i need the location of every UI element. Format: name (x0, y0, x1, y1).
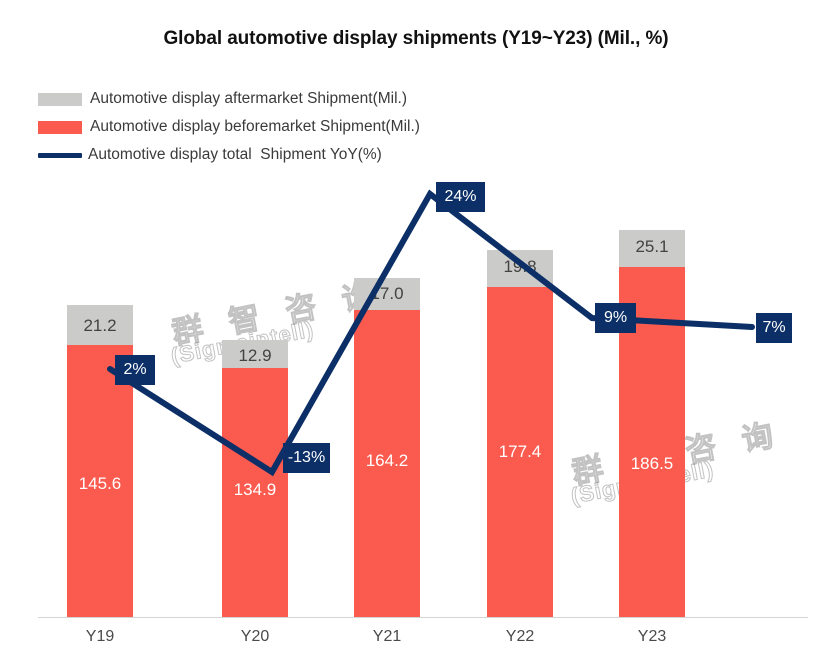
bar-label-beforemarket-y21: 164.2 (365, 451, 409, 470)
chart-legend: Automotive display aftermarket Shipment(… (38, 88, 420, 166)
bar-label-aftermarket-y20: 12.9 (238, 346, 272, 365)
bar-label-aftermarket-y23: 25.1 (635, 237, 669, 256)
yoy-label-y23: 7% (756, 313, 792, 343)
yoy-label-y19: 2% (115, 355, 155, 385)
legend-item-aftermarket[interactable]: Automotive display aftermarket Shipment(… (38, 88, 420, 110)
yoy-label-y22: 9% (595, 303, 636, 333)
yoy-label-y21: 24% (436, 182, 485, 212)
x-axis-label-y21: Y21 (372, 628, 402, 645)
legend-label-aftermarket: Automotive display aftermarket Shipment(… (90, 90, 408, 107)
legend-line-icon-yoy (38, 152, 82, 158)
legend-label-yoy: Automotive display total Shipment YoY(%) (88, 146, 382, 163)
legend-item-yoy[interactable]: Automotive display total Shipment YoY(%) (38, 144, 420, 166)
x-axis-label-y20: Y20 (240, 628, 270, 645)
x-axis-label-y23: Y23 (637, 628, 667, 645)
legend-item-beforemarket[interactable]: Automotive display beforemarket Shipment… (38, 116, 420, 138)
bar-label-aftermarket-y21: 17.0 (370, 284, 404, 303)
bar-label-beforemarket-y19: 145.6 (78, 474, 122, 493)
yoy-label-y20: -13% (283, 443, 330, 473)
bar-label-aftermarket-y19: 21.2 (83, 316, 117, 335)
x-axis-label-y19: Y19 (85, 628, 115, 645)
bar-label-beforemarket-y22: 177.4 (498, 442, 542, 461)
legend-label-beforemarket: Automotive display beforemarket Shipment… (90, 118, 420, 135)
x-axis-line (38, 617, 808, 618)
bar-label-beforemarket-y23: 186.5 (630, 454, 674, 473)
x-axis-label-y22: Y22 (505, 628, 535, 645)
legend-swatch-icon-aftermarket (38, 92, 82, 106)
chart-title: Global automotive display shipments (Y19… (163, 28, 669, 49)
bar-label-aftermarket-y22: 19.8 (503, 257, 537, 276)
bar-label-beforemarket-y20: 134.9 (233, 480, 277, 499)
legend-swatch-icon-beforemarket (38, 120, 82, 134)
